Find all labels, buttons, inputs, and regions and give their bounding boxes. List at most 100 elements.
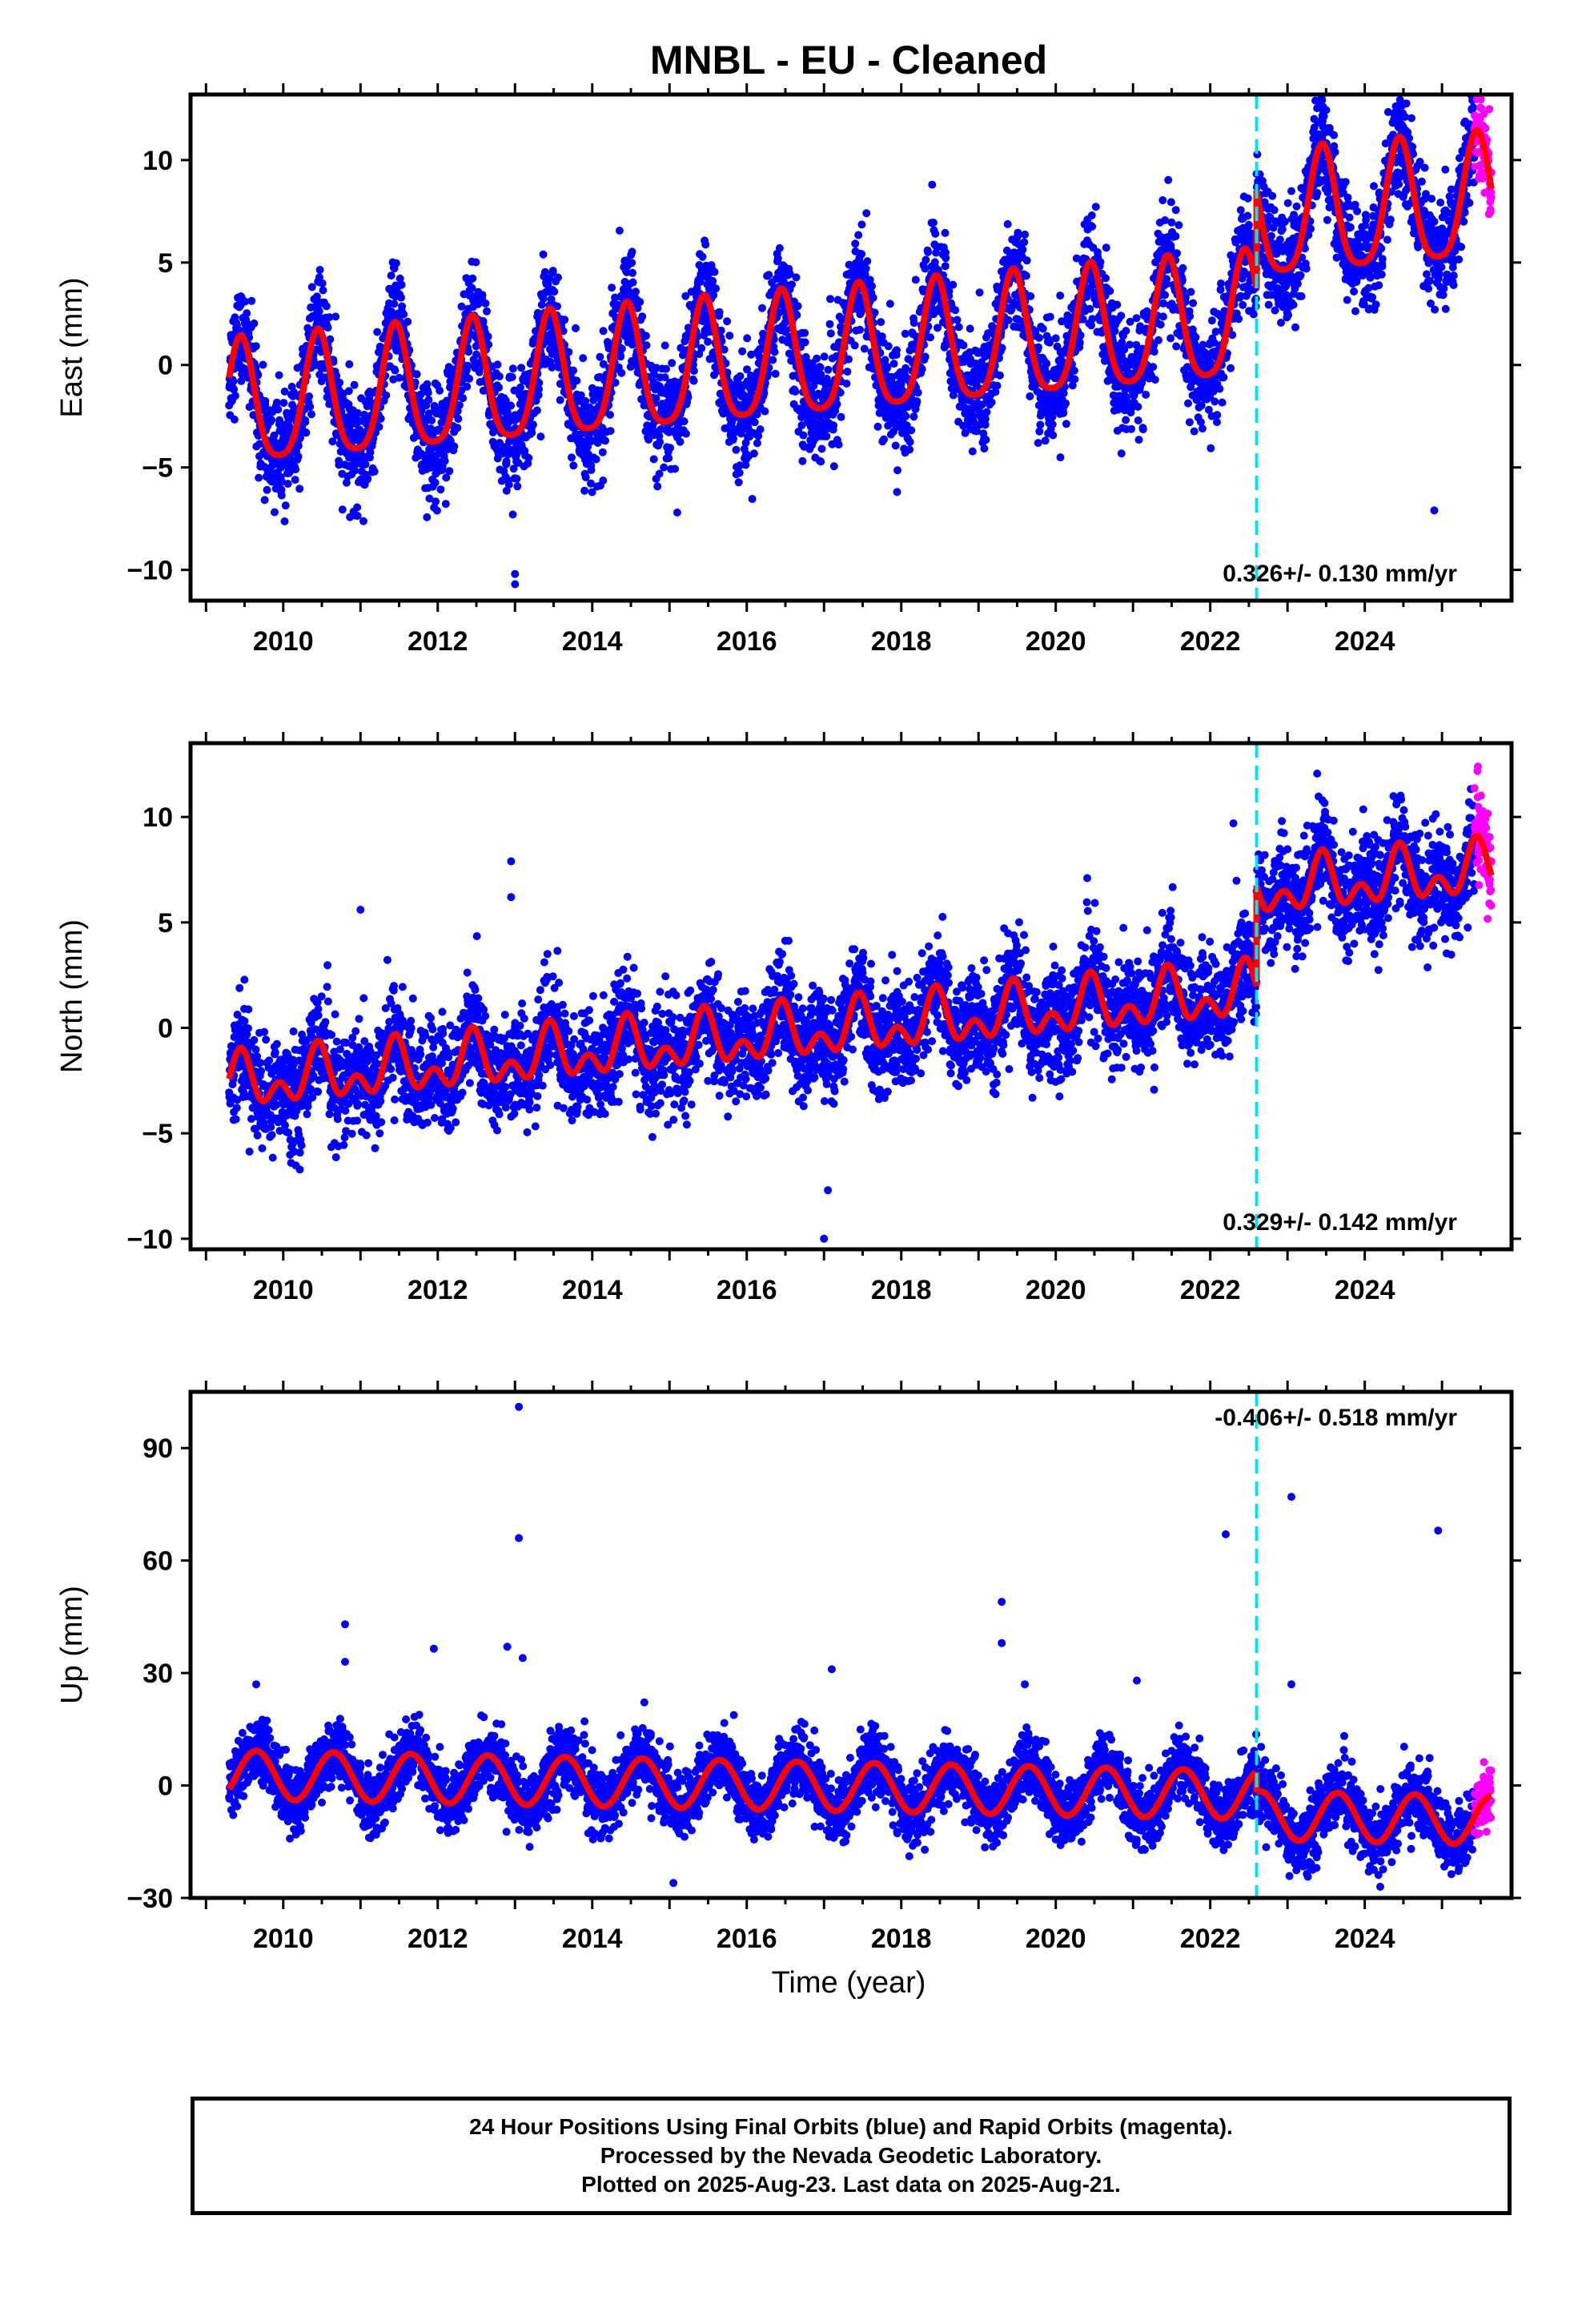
final-orbit-point <box>860 344 869 353</box>
final-orbit-point <box>524 453 533 462</box>
final-orbit-point <box>495 372 504 380</box>
final-orbit-point <box>953 316 962 324</box>
final-orbit-point <box>684 393 693 401</box>
final-orbit-point <box>633 304 642 312</box>
final-orbit-point <box>736 372 745 380</box>
final-orbit-point <box>431 478 440 487</box>
final-orbit-point <box>681 429 690 438</box>
final-orbit-point <box>921 352 930 361</box>
final-orbit-point <box>636 298 644 306</box>
figure-title: MNBL - EU - Cleaned <box>650 38 1047 82</box>
final-orbit-point <box>1199 424 1207 433</box>
final-orbit-point <box>1004 316 1013 324</box>
final-orbit-point <box>484 332 492 341</box>
final-orbit-point <box>390 300 399 308</box>
final-orbit-point <box>270 431 279 440</box>
final-orbit-point <box>628 278 637 287</box>
final-orbit-point <box>302 428 311 437</box>
final-orbit-point <box>911 275 920 284</box>
final-orbit-point <box>893 488 901 497</box>
final-orbit-point <box>817 370 825 379</box>
final-orbit-point <box>1264 300 1273 309</box>
final-orbit-point <box>375 423 383 431</box>
final-orbit-point <box>1270 206 1279 215</box>
final-orbit-point <box>318 279 327 287</box>
final-orbit-point <box>307 283 316 292</box>
final-orbit-point <box>907 426 916 435</box>
final-orbit-point <box>335 378 344 387</box>
final-orbit-point <box>332 372 341 380</box>
final-orbit-point <box>1041 436 1050 445</box>
final-orbit-point <box>638 312 647 321</box>
final-orbit-point <box>641 332 650 340</box>
final-orbit-point <box>873 422 882 431</box>
final-orbit-point <box>599 327 608 336</box>
final-orbit-point <box>464 361 472 370</box>
final-orbit-point <box>373 328 382 336</box>
final-orbit-point <box>400 310 408 319</box>
final-orbit-point <box>528 428 536 437</box>
final-orbit-point <box>665 454 673 463</box>
final-orbit-point <box>980 444 989 453</box>
final-orbit-point <box>455 401 464 409</box>
final-orbit-point <box>537 300 546 309</box>
final-orbit-point <box>850 341 859 350</box>
final-orbit-point <box>508 364 517 373</box>
final-orbit-point <box>880 435 889 444</box>
final-orbit-point <box>468 274 477 283</box>
final-orbit-point <box>576 430 584 439</box>
final-orbit-point <box>901 412 910 420</box>
final-orbit-point <box>617 344 626 353</box>
final-orbit-point <box>587 465 596 474</box>
final-orbit-point <box>661 341 669 350</box>
final-orbit-point <box>769 356 777 364</box>
final-orbit-point <box>1102 243 1110 252</box>
final-orbit-point <box>934 324 942 332</box>
final-orbit-point <box>921 255 930 264</box>
final-orbit-point <box>436 386 444 395</box>
final-orbit-point <box>1087 321 1095 330</box>
final-orbit-point <box>1072 254 1081 263</box>
final-orbit-point <box>729 434 737 443</box>
final-orbit-point <box>355 416 364 425</box>
final-orbit-point <box>954 323 963 332</box>
final-orbit-point <box>941 228 950 237</box>
final-orbit-point <box>599 476 608 485</box>
final-orbit-point <box>813 354 821 363</box>
final-orbit-point <box>294 441 303 450</box>
final-orbit-point <box>1022 256 1031 265</box>
final-orbit-point <box>737 426 746 435</box>
final-orbit-point <box>1215 384 1224 393</box>
final-orbit-point <box>512 474 521 483</box>
final-orbit-point <box>1048 420 1057 428</box>
final-orbit-point <box>611 293 620 302</box>
final-orbit-point <box>970 417 978 426</box>
final-orbit-point <box>564 348 573 356</box>
final-orbit-point <box>424 396 433 404</box>
final-orbit-point <box>1189 299 1198 308</box>
final-orbit-point <box>534 391 543 400</box>
final-orbit-point <box>1283 199 1292 207</box>
final-orbit-point <box>271 438 279 447</box>
final-orbit-point <box>596 352 604 361</box>
final-orbit-point <box>1122 327 1130 336</box>
final-orbit-point <box>1056 292 1065 300</box>
final-orbit-point <box>280 517 289 525</box>
final-orbit-point <box>275 371 283 380</box>
final-orbit-point <box>267 416 276 424</box>
final-orbit-point <box>277 485 286 494</box>
final-orbit-point <box>1158 312 1167 321</box>
final-orbit-point <box>1070 366 1078 375</box>
final-orbit-point <box>478 291 487 300</box>
final-orbit-point <box>465 374 474 383</box>
final-orbit-point <box>1186 287 1195 296</box>
final-orbit-point <box>666 444 675 452</box>
final-orbit-point <box>1278 225 1287 234</box>
final-orbit-point <box>653 482 662 491</box>
final-orbit-point <box>1150 376 1159 384</box>
final-orbit-point <box>423 380 432 388</box>
final-orbit-point <box>315 307 323 316</box>
final-orbit-point <box>1302 264 1311 273</box>
final-orbit-point <box>817 457 825 466</box>
